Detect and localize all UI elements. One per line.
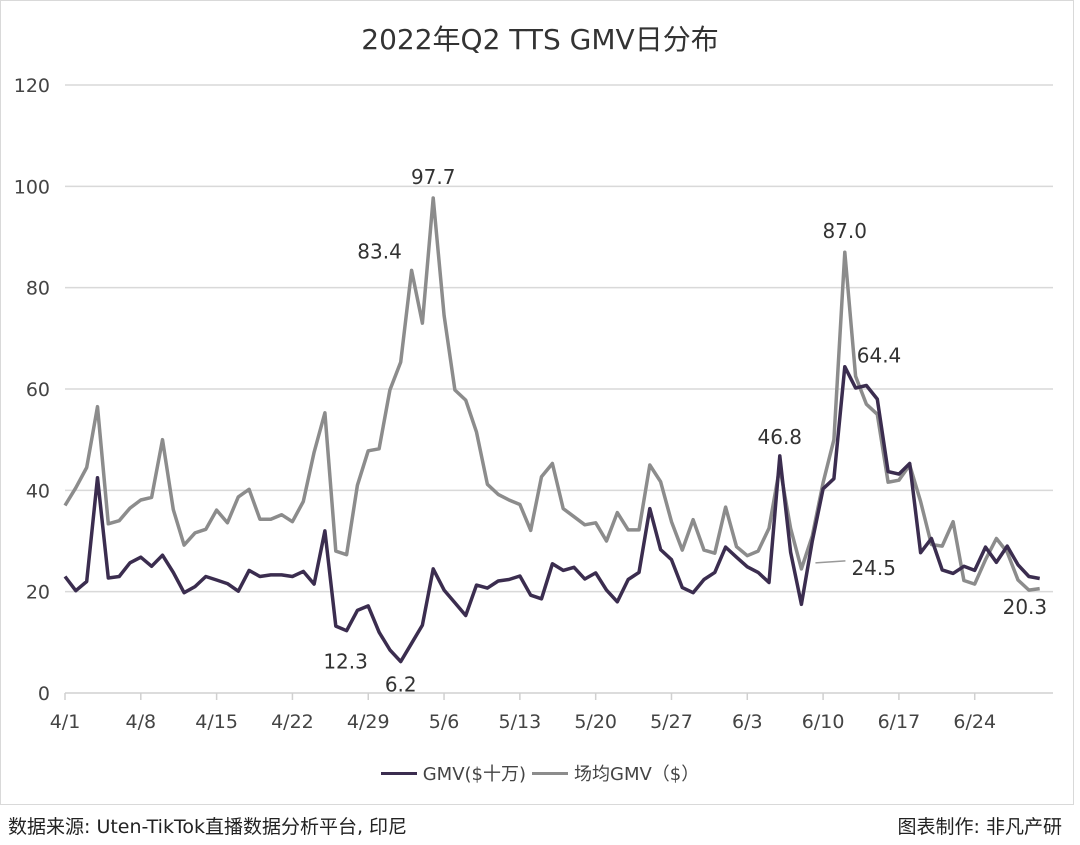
x-tick-label: 5/13: [499, 711, 542, 733]
legend-label-avg-gmv: 场均GMV（$）: [574, 764, 700, 785]
legend-item-gmv: GMV($十万): [380, 760, 527, 786]
data-label: 46.8: [758, 425, 803, 449]
source-note: 数据来源: Uten-TikTok直播数据分析平台, 印尼: [8, 816, 408, 838]
data-label: 20.3: [1003, 595, 1048, 619]
data-label: 6.2: [385, 673, 417, 697]
data-label: 83.4: [357, 239, 402, 263]
series-line-gmv: [63, 364, 1041, 664]
x-tick-label: 6/3: [732, 711, 763, 733]
y-tick-label: 60: [26, 379, 50, 401]
x-tick-label: 4/8: [126, 711, 157, 733]
y-tick-label: 40: [26, 480, 50, 502]
annotation-leader-line: [815, 560, 846, 564]
legend-label-gmv: GMV($十万): [422, 764, 527, 785]
y-tick-label: 120: [14, 75, 50, 97]
x-tick-label: 4/29: [347, 711, 390, 733]
x-tick-label: 5/20: [574, 711, 617, 733]
x-tick-label: 6/17: [878, 711, 921, 733]
credit-note: 图表制作: 非凡产研: [897, 816, 1062, 838]
chart-title: 2022年Q2 TTS GMV日分布: [361, 23, 719, 56]
data-label: 64.4: [857, 344, 902, 368]
y-tick-label: 80: [26, 278, 50, 300]
data-label: 12.3: [323, 650, 368, 674]
data-label: 24.5: [851, 556, 896, 580]
series-line-avg-gmv: [63, 196, 1040, 592]
legend-item-avg-gmv: 场均GMV（$）: [532, 760, 699, 786]
x-tick-label: 6/10: [802, 711, 845, 733]
chart-frame: [0, 0, 1074, 805]
x-tick-label: 4/1: [50, 711, 81, 733]
y-tick-label: 100: [14, 176, 50, 198]
x-tick-label: 5/6: [429, 711, 460, 733]
x-tick-label: 4/22: [271, 711, 314, 733]
y-tick-label: 0: [38, 683, 50, 705]
x-tick-label: 6/24: [953, 711, 996, 733]
legend: GMV($十万) 场均GMV（$）: [0, 760, 1080, 786]
x-tick-label: 5/27: [650, 711, 693, 733]
y-tick-label: 20: [26, 582, 50, 604]
data-label: 87.0: [822, 219, 867, 243]
legend-swatch-gmv: [380, 771, 417, 775]
legend-swatch-avg-gmv: [532, 771, 569, 775]
data-label: 97.7: [411, 165, 456, 189]
x-tick-label: 4/15: [195, 711, 238, 733]
